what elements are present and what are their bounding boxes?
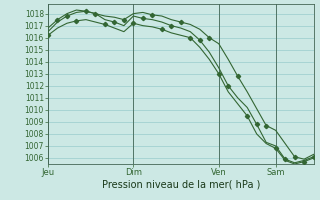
X-axis label: Pression niveau de la mer( hPa ): Pression niveau de la mer( hPa ) — [102, 180, 260, 190]
